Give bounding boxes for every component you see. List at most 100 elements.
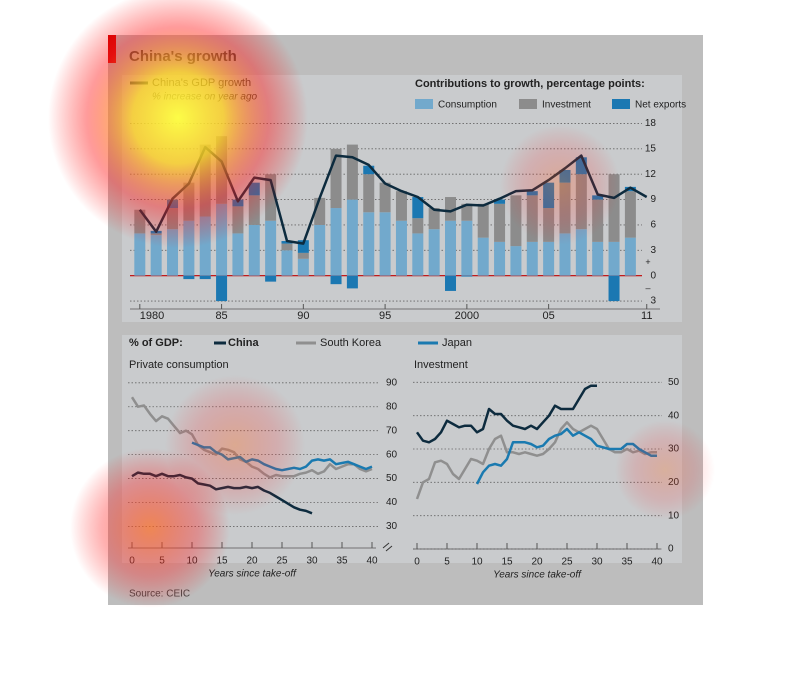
bar-segment (624, 191, 636, 238)
y-tick-label: 3 (650, 245, 656, 256)
bar-segment (167, 229, 179, 276)
bar-segment (461, 203, 473, 221)
y-tick-label: 40 (668, 410, 680, 421)
bar-segment (346, 199, 358, 276)
sign-label: + (645, 257, 650, 267)
bar-segment (543, 208, 555, 242)
legend-label: Japan (442, 337, 472, 349)
bar-segment (494, 241, 506, 276)
bar-segment (363, 165, 375, 175)
bar-segment (543, 241, 555, 276)
bar-segment (363, 212, 375, 276)
y-tick-label: 9 (650, 194, 656, 205)
figure-title: China's growth (129, 48, 237, 65)
legend-label: China's GDP growth (152, 77, 251, 89)
x-tick-label: 40 (651, 557, 663, 568)
legend-note: % increase on year ago (152, 92, 258, 103)
x-tick-label: 5 (159, 556, 165, 567)
bar-segment (608, 275, 620, 302)
bar-segment (265, 220, 277, 276)
series-line (415, 384, 597, 444)
bar-segment (526, 191, 538, 196)
bar-segment (297, 258, 309, 276)
legend-swatch (415, 99, 433, 109)
bar-segment (494, 203, 506, 242)
x-tick-label: 15 (216, 556, 228, 567)
bar-segment (199, 216, 211, 276)
legend-label: Investment (542, 100, 591, 111)
bar-segment (134, 233, 146, 276)
bar-segment (592, 199, 604, 242)
legend-swatch (519, 99, 537, 109)
brand-mark (108, 35, 116, 63)
bar-segment (232, 206, 244, 234)
y-tick-label: 18 (645, 118, 657, 129)
x-tick-label: 5 (444, 557, 450, 568)
bar-segment (461, 220, 473, 276)
bar-segment (281, 243, 293, 251)
y-tick-label: 6 (650, 220, 656, 231)
y-tick-label: 10 (668, 510, 680, 521)
source: Source: CEIC (129, 589, 190, 600)
y-tick-label: 15 (645, 143, 657, 154)
bar-segment (379, 182, 391, 213)
bar-segment (445, 275, 457, 291)
bar-segment (216, 275, 228, 302)
bar-segment (314, 197, 326, 225)
bar-segment (445, 197, 457, 221)
chart-title: Private consumption (129, 359, 229, 371)
bar-segment (575, 174, 587, 230)
y-tick-label: 60 (386, 449, 398, 460)
x-tick-label: 85 (215, 310, 227, 322)
x-axis-label: Years since take-off (208, 569, 297, 580)
bar-segment (510, 195, 522, 247)
x-tick-label: 90 (297, 310, 309, 322)
y-tick-label: 0 (668, 544, 674, 555)
bar-segment (510, 246, 522, 276)
bar-segment (461, 275, 473, 277)
x-tick-label: 10 (471, 557, 483, 568)
legend-swatch (612, 99, 630, 109)
bar-segment (248, 224, 260, 276)
legend-label: China (228, 337, 259, 349)
bar-segment (477, 237, 489, 276)
y-tick-label: 50 (668, 377, 680, 388)
bar-segment (216, 203, 228, 276)
x-tick-label: 05 (543, 310, 555, 322)
bar-segment (608, 241, 620, 276)
x-tick-label: 95 (379, 310, 391, 322)
bar-segment (167, 208, 179, 230)
bar-segment (477, 203, 489, 238)
x-tick-label: 0 (414, 557, 420, 568)
bar-segment (150, 233, 162, 236)
y-tick-label: 70 (386, 425, 398, 436)
x-axis-label: Years since take-off (493, 570, 582, 581)
x-tick-label: 0 (129, 556, 135, 567)
bar-segment (363, 174, 375, 213)
bar-segment (494, 199, 506, 204)
bar-segment (428, 229, 440, 276)
bar-segment (395, 220, 407, 276)
bar-segment (526, 241, 538, 276)
x-tick-label: 10 (186, 556, 198, 567)
axis-break (382, 542, 393, 552)
bar-segment (199, 275, 211, 280)
y-tick-label: 0 (650, 270, 656, 281)
bar-segment (575, 229, 587, 276)
y-tick-label: 20 (668, 477, 680, 488)
bar-segment (592, 241, 604, 276)
bar-segment (346, 275, 358, 289)
x-tick-label: 30 (591, 557, 603, 568)
bar-segment (428, 208, 440, 230)
x-tick-label: 35 (621, 557, 633, 568)
bar-segment (526, 195, 538, 242)
y-tick-label: 40 (386, 497, 398, 508)
bar-segment (395, 191, 407, 221)
legend-label: Net exports (635, 100, 686, 111)
x-tick-label: 15 (501, 557, 513, 568)
bar-segment (183, 220, 195, 276)
bar-segment (232, 233, 244, 276)
chart-title: Investment (414, 359, 468, 371)
y-tick-label: 30 (668, 444, 680, 455)
